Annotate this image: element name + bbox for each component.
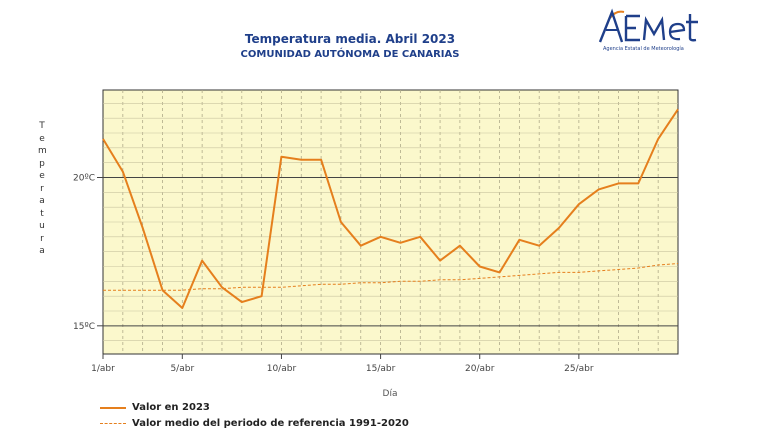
legend-swatch-solid — [100, 406, 126, 409]
legend-label-2023: Valor en 2023 — [132, 402, 210, 413]
legend-label-reference: Valor medio del periodo de referencia 19… — [132, 418, 409, 429]
legend-item-reference: Valor medio del periodo de referencia 19… — [100, 418, 409, 429]
legend-item-2023: Valor en 2023 — [100, 402, 210, 413]
x-tick-label: 20/abr — [465, 364, 495, 374]
legend-swatch-dashed — [100, 423, 126, 424]
x-axis-label: Día — [382, 389, 398, 399]
chart-title: Temperatura media. Abril 2023 — [244, 32, 456, 46]
y-tick-label: 15ºC — [73, 322, 95, 332]
y-axis-label: Temperatura — [38, 121, 47, 256]
y-tick-label: 20ºC — [73, 174, 95, 184]
series-line-reference — [103, 263, 679, 291]
axis-ticks: 15ºC 20ºC 1/abr 5/abr 10/abr 15/abr 20/abr 25/a… — [73, 174, 594, 374]
x-tick-label: 1/abr — [91, 364, 115, 374]
x-tick-label: 10/abr — [267, 364, 297, 374]
grid — [103, 90, 678, 354]
x-tick-label: 25/abr — [564, 364, 594, 374]
x-tick-label: 15/abr — [366, 364, 396, 374]
series-line-2023 — [102, 108, 679, 309]
logo-caption: Agencia Estatal de Meteorología — [603, 46, 684, 52]
series-group — [102, 108, 679, 309]
aemet-logo: Agencia Estatal de Meteorología — [596, 6, 708, 56]
x-tick-label: 5/abr — [170, 364, 194, 374]
chart-subtitle: COMUNIDAD AUTÓNOMA DE CANARIAS — [240, 49, 460, 60]
